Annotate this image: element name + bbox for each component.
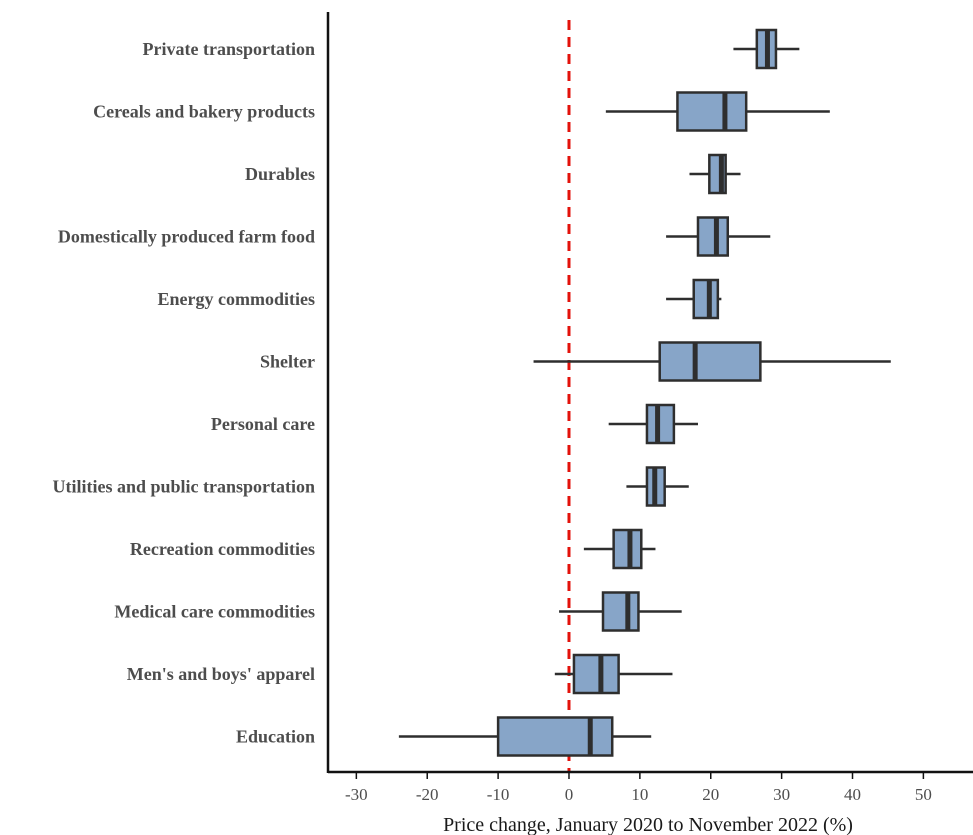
category-label: Domestically produced farm food bbox=[58, 227, 315, 247]
x-tick-label: 20 bbox=[702, 785, 719, 804]
x-tick-label: 10 bbox=[631, 785, 648, 804]
category-label: Medical care commodities bbox=[114, 602, 315, 622]
category-label: Durables bbox=[245, 164, 315, 184]
plot-area bbox=[398, 20, 891, 772]
category-label: Shelter bbox=[260, 352, 315, 372]
x-tick-label: 50 bbox=[915, 785, 932, 804]
x-tick-label: 40 bbox=[844, 785, 861, 804]
x-tick-label: -30 bbox=[345, 785, 368, 804]
box-body bbox=[696, 216, 730, 257]
box-9 bbox=[583, 528, 656, 570]
category-label: Cereals and bakery products bbox=[93, 102, 315, 122]
axes bbox=[326, 12, 973, 774]
x-tick-label: 30 bbox=[773, 785, 790, 804]
category-label: Recreation commodities bbox=[130, 539, 315, 559]
x-tick-label: -10 bbox=[487, 785, 510, 804]
box-4 bbox=[666, 216, 771, 257]
category-label: Private transportation bbox=[143, 39, 315, 59]
box-body bbox=[572, 653, 620, 695]
category-labels: Private transportation Cereals and bakery… bbox=[52, 39, 315, 747]
box-7 bbox=[608, 403, 698, 445]
box-12 bbox=[398, 716, 652, 757]
box-body bbox=[692, 278, 720, 320]
box-body bbox=[645, 403, 676, 445]
x-tick-label: 0 bbox=[565, 785, 574, 804]
category-label: Utilities and public transportation bbox=[52, 477, 315, 497]
box-6 bbox=[533, 341, 891, 382]
box-3 bbox=[689, 153, 741, 195]
category-label: Personal care bbox=[211, 414, 315, 434]
category-label: Men's and boys' apparel bbox=[127, 664, 315, 684]
box-body bbox=[676, 91, 748, 132]
category-label: Energy commodities bbox=[158, 289, 315, 309]
box-5 bbox=[666, 278, 722, 320]
x-tick-label: -20 bbox=[416, 785, 439, 804]
box-body bbox=[658, 341, 762, 382]
x-axis-title: Price change, January 2020 to November 2… bbox=[443, 814, 853, 835]
box-11 bbox=[554, 653, 673, 695]
box-body bbox=[496, 716, 614, 757]
box-10 bbox=[559, 591, 682, 632]
category-label: Education bbox=[236, 727, 315, 747]
box-body bbox=[601, 591, 640, 632]
box-8 bbox=[626, 466, 689, 507]
box-1 bbox=[733, 28, 800, 70]
box-2 bbox=[605, 91, 830, 132]
x-axis-ticks: -30 -20 -10 0 10 20 30 40 50 bbox=[345, 772, 932, 804]
